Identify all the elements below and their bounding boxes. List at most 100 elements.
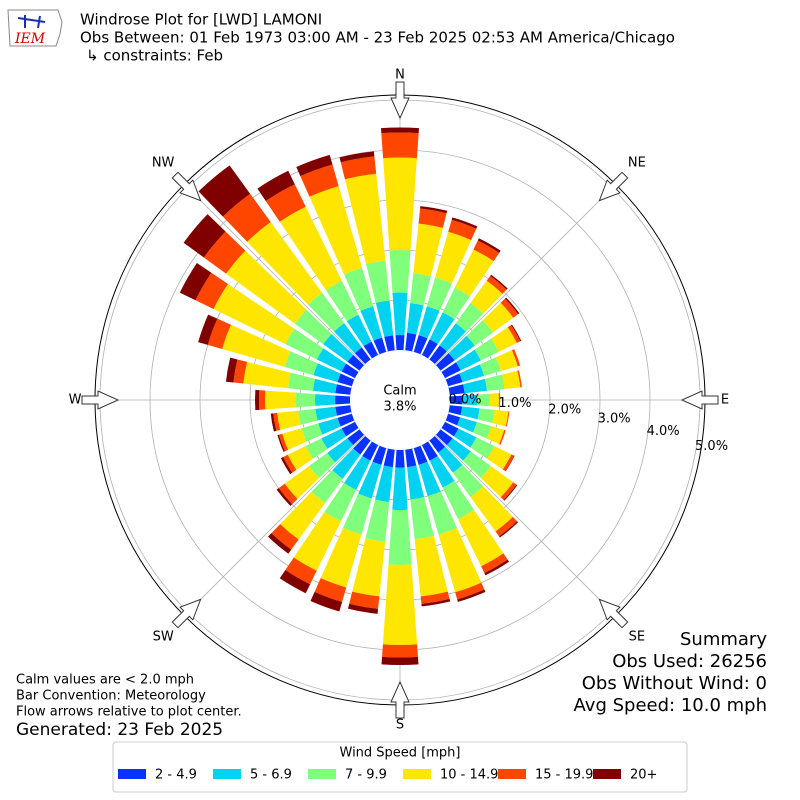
bar-segment [287, 446, 313, 470]
summary-title: Summary [680, 629, 767, 650]
bar-segment [442, 480, 475, 520]
bar-segment [382, 644, 418, 658]
compass-label: W [69, 393, 82, 408]
bar-segment [455, 302, 484, 332]
bar-segment [517, 370, 522, 388]
bar-segment [347, 603, 379, 614]
bar-segment [490, 274, 508, 290]
legend-swatch [118, 769, 146, 779]
bar-segment [427, 491, 457, 535]
spoke [184, 184, 365, 365]
bar-segment [492, 409, 509, 427]
bar-segment [284, 466, 320, 499]
bar-segment [222, 324, 291, 367]
bar-segment [395, 449, 405, 468]
r-tick-label: 1.0% [498, 396, 531, 411]
summary-line: Avg Speed: 10.0 mph [574, 695, 767, 716]
bar-segment [226, 250, 307, 324]
bar-segment [375, 465, 393, 502]
bar-segment [335, 384, 352, 395]
bar-segment [288, 372, 316, 391]
bar-segment [382, 564, 418, 645]
spoke [184, 435, 365, 616]
bar-segment [477, 238, 501, 253]
bar-segment [511, 324, 522, 342]
bar-segment [462, 394, 478, 406]
bar-segment [280, 456, 293, 475]
bar-segment [268, 533, 292, 554]
bar-segment [183, 214, 226, 258]
bar-segment [213, 283, 295, 345]
legend-label: 20+ [630, 768, 657, 783]
spoke [435, 435, 616, 616]
bar-segment [278, 483, 298, 505]
bar-segment [505, 411, 510, 427]
bar-segment [207, 318, 231, 350]
bar-segment [487, 446, 512, 470]
bar-segment [277, 410, 301, 430]
bar-segment [500, 482, 517, 501]
bar-segment [344, 267, 374, 311]
bar-segment [405, 448, 417, 468]
bar-segment [284, 351, 318, 376]
bar-segment [271, 524, 299, 550]
bar-segment [459, 364, 485, 383]
bar-segment [511, 349, 521, 367]
bar-segment [505, 455, 515, 472]
bar-segment [479, 357, 501, 376]
bar-segment [383, 157, 417, 251]
bar-segment [454, 249, 494, 297]
bar-segment [462, 451, 492, 479]
bar-segment [473, 422, 492, 439]
bar-segment [380, 127, 420, 134]
constraints: ↳ constraints: Feb [86, 47, 223, 65]
bar-segment [352, 538, 386, 597]
bar-segment [298, 408, 318, 425]
bar-segment [315, 406, 337, 421]
bar-segment [477, 408, 495, 423]
bar-segment [265, 184, 306, 222]
bar-segment [413, 223, 443, 277]
bar-segment [484, 559, 510, 576]
bar-segment [413, 335, 428, 355]
bar-segment [418, 208, 447, 228]
bar-segment [455, 582, 485, 600]
compass-arrow [598, 171, 629, 202]
bar-segment [420, 206, 448, 214]
bar-segment [499, 521, 519, 538]
bar-segment [477, 393, 490, 407]
bar-segment [407, 303, 424, 335]
bar-segment [307, 292, 345, 332]
compass-arrow [171, 171, 202, 202]
compass-arrow [598, 598, 629, 629]
bar-segment [277, 434, 285, 452]
bar-segment [481, 553, 508, 574]
bar-segment [349, 591, 380, 609]
compass-arrow [680, 390, 719, 410]
bar-segment [458, 509, 504, 567]
bar-segment [362, 441, 379, 461]
bar-segment [384, 335, 395, 352]
compass-label: S [396, 718, 404, 733]
bar-segment [279, 569, 311, 594]
bar-segment [195, 272, 228, 310]
bar-segment [502, 454, 515, 472]
bar-segment [222, 193, 271, 242]
bar-segment [446, 438, 471, 461]
compass-label: NW [152, 156, 175, 171]
r-tick-label: 2.0% [548, 402, 581, 417]
bar-segment [470, 437, 495, 459]
bar-segment [285, 557, 317, 585]
bar-segment [198, 314, 218, 345]
bar-segment [313, 363, 341, 383]
bar-segment [324, 482, 357, 522]
bar-segment [455, 349, 481, 371]
legend-title: Wind Speed [mph] [340, 746, 461, 761]
bar-segment [457, 589, 486, 602]
bar-segment [347, 354, 365, 371]
bar-segment [243, 361, 291, 389]
bar-segment [358, 461, 382, 499]
bar-segment [429, 312, 455, 345]
bar-segment [449, 395, 463, 405]
